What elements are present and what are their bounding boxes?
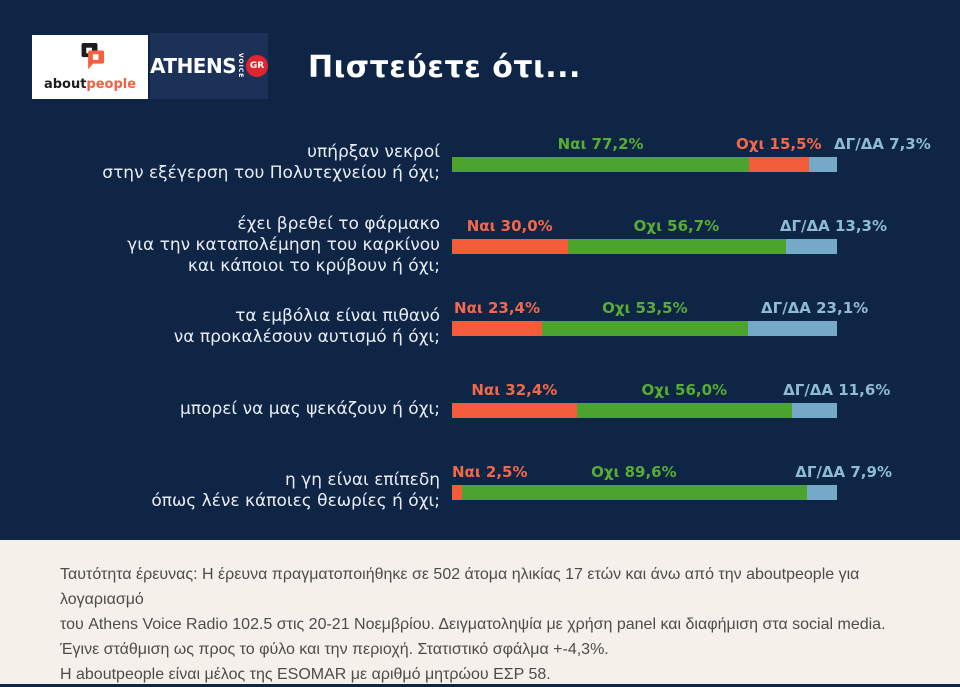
bar-segment-dgda [785, 238, 837, 254]
page-title: Πιστεύετε ότι... [308, 50, 581, 85]
bar-cell: Ναι 32,4% Οχι 56,0% ΔΓ/ΔΑ 11,6% [452, 381, 952, 418]
bar-cell: Ναι 30,0% Οχι 56,7% ΔΓ/ΔΑ 13,3% [452, 217, 952, 254]
bar-segment-dgda [806, 484, 837, 500]
bar-segment-dgda [748, 320, 837, 336]
voice-vertical-text: VOICE [237, 53, 245, 79]
bar-cell: Ναι 2,5% Οχι 89,6% ΔΓ/ΔΑ 7,9% [452, 463, 952, 500]
question-text: υπήρξαν νεκροί στην εξέγερση του Πολυτεχν… [0, 142, 440, 184]
athens-voice-logo: ATHENS VOICE GR [150, 33, 268, 99]
bar-label-dgda: ΔΓ/ΔΑ 11,6% [783, 380, 891, 399]
survey-chart: υπήρξαν νεκροί στην εξέγερση του Πολυτεχν… [0, 112, 960, 522]
survey-row: μπορεί να μας ψεκάζουν ή όχι; Ναι 32,4% Οχ… [0, 358, 960, 440]
bar-label-nai: Ναι 2,5% [452, 462, 528, 481]
bar-label-nai: Ναι 77,2% [557, 134, 644, 153]
bar-segment-oxi [461, 484, 807, 500]
bar-label-dgda: ΔΓ/ΔΑ 23,1% [761, 298, 869, 317]
bar-label-oxi: Οχι 56,0% [641, 380, 728, 399]
bar-segment-oxi [576, 402, 793, 418]
footer-line: του Athens Voice Radio 102.5 στις 20-21 … [60, 616, 886, 633]
bar-label-nai: Ναι 32,4% [471, 380, 558, 399]
question-line: όπως λένε κάποιες θεωρίες ή όχι; [151, 491, 440, 511]
stacked-bar [452, 484, 837, 500]
bar-segment-nai [452, 238, 568, 254]
aboutpeople-logo: aboutpeople [32, 35, 148, 99]
bar-label-oxi: Οχι 89,6% [591, 462, 677, 481]
bar-segment-oxi [567, 238, 786, 254]
bar-label-oxi: Οχι 53,5% [602, 298, 688, 317]
stacked-bar [452, 402, 837, 418]
question-text: η γη είναι επίπεδη όπως λένε κάποιες θεωρ… [0, 470, 440, 512]
bar-segment-nai [452, 402, 577, 418]
bar-label-nai: Ναι 23,4% [454, 298, 540, 317]
bar-label-oxi: Οχι 15,5% [736, 134, 822, 153]
question-line: μπορεί να μας ψεκάζουν ή όχι; [180, 398, 440, 419]
bar-labels: Ναι 32,4% Οχι 56,0% ΔΓ/ΔΑ 11,6% [452, 380, 890, 403]
question-text: μπορεί να μας ψεκάζουν ή όχι; [0, 399, 440, 420]
gr-badge: GR [246, 55, 268, 77]
question-line: στην εξέγερση του Πολυτεχνείου ή όχι; [102, 163, 440, 183]
footer-line: Η aboutpeople είναι μέλος της ESOMAR με … [60, 666, 551, 683]
question-line: για την καταπολέμηση του καρκίνου [127, 234, 440, 255]
bar-labels: Ναι 2,5% Οχι 89,6% ΔΓ/ΔΑ 7,9% [452, 462, 892, 485]
bar-labels: Ναι 77,2% Οχι 15,5% ΔΓ/ΔΑ 7,3% [452, 134, 931, 157]
bar-segment-oxi [542, 320, 749, 336]
survey-row: τα εμβόλια είναι πιθανό να προκαλέσουν αυ… [0, 276, 960, 358]
question-line: έχει βρεθεί το φάρμακο [237, 213, 440, 234]
bar-segment-oxi [749, 156, 809, 172]
question-text: τα εμβόλια είναι πιθανό να προκαλέσουν αυ… [0, 306, 440, 348]
question-line: η γη είναι επίπεδη [285, 470, 440, 490]
bar-segment-nai [452, 484, 462, 500]
bar-segment-nai [452, 320, 543, 336]
bar-label-dgda: ΔΓ/ΔΑ 13,3% [779, 216, 888, 235]
question-line: να προκαλέσουν αυτισμό ή όχι; [173, 327, 440, 347]
question-text: έχει βρεθεί το φάρμακο για την καταπολέμη… [0, 214, 440, 277]
bar-label-dgda: ΔΓ/ΔΑ 7,9% [795, 462, 892, 481]
bar-labels: Ναι 30,0% Οχι 56,7% ΔΓ/ΔΑ 13,3% [452, 216, 887, 239]
stacked-bar [452, 320, 837, 336]
bar-cell: Ναι 77,2% Οχι 15,5% ΔΓ/ΔΑ 7,3% [452, 135, 952, 172]
stacked-bar [452, 238, 837, 254]
question-line: υπήρξαν νεκροί [307, 142, 440, 162]
bar-cell: Ναι 23,4% Οχι 53,5% ΔΓ/ΔΑ 23,1% [452, 299, 952, 336]
bar-segment-nai [452, 156, 750, 172]
question-line: και κάποιοι το κρύβουν ή όχι; [187, 255, 440, 276]
survey-row: η γη είναι επίπεδη όπως λένε κάποιες θεωρ… [0, 440, 960, 522]
stacked-bar [452, 156, 837, 172]
athens-wordmark: ATHENS [150, 54, 237, 78]
bar-label-dgda: ΔΓ/ΔΑ 7,3% [834, 134, 931, 153]
footer-line: Έγινε στάθμιση ως προς το φύλο και την π… [60, 641, 609, 658]
bar-label-oxi: Οχι 56,7% [633, 216, 720, 235]
survey-row: υπήρξαν νεκροί στην εξέγερση του Πολυτεχν… [0, 112, 960, 194]
bar-segment-dgda [808, 156, 837, 172]
survey-row: έχει βρεθεί το φάρμακο για την καταπολέμη… [0, 194, 960, 276]
bar-labels: Ναι 23,4% Οχι 53,5% ΔΓ/ΔΑ 23,1% [452, 298, 868, 321]
aboutpeople-speech-bubbles-icon [71, 43, 109, 77]
question-line: τα εμβόλια είναι πιθανό [235, 306, 440, 326]
bar-label-nai: Ναι 30,0% [466, 216, 553, 235]
footer-methodology: Ταυτότητα έρευνας: Η έρευνα πραγματοποιή… [0, 540, 960, 684]
aboutpeople-wordmark: aboutpeople [43, 77, 137, 92]
bar-segment-dgda [792, 402, 837, 418]
footer-line: Ταυτότητα έρευνας: Η έρευνα πραγματοποιή… [60, 566, 860, 608]
